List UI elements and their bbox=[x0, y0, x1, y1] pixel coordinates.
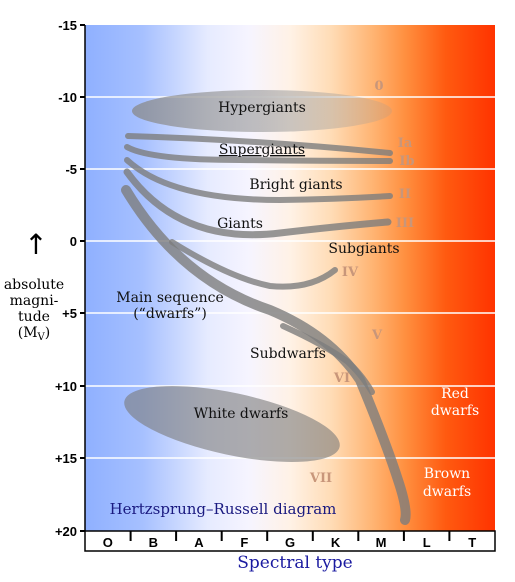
label-subdwarfs: Subdwarfs bbox=[250, 346, 326, 362]
label-giants: Giants bbox=[217, 216, 263, 232]
lum-class-0: 0 bbox=[374, 79, 383, 94]
x-axis-label: Spectral type bbox=[237, 553, 352, 573]
y-tick-label: 0 bbox=[70, 234, 77, 249]
y-tick-label: +20 bbox=[55, 524, 77, 539]
x-tick-label: O bbox=[103, 535, 113, 550]
band-ia bbox=[125, 133, 393, 156]
label-brown-dwarfs-2: dwarfs bbox=[423, 484, 471, 500]
lum-class-ib: Ib bbox=[399, 154, 414, 169]
up-arrow-icon: ↑ bbox=[24, 228, 47, 261]
x-tick-label: K bbox=[331, 535, 341, 550]
x-axis-bar bbox=[84, 530, 496, 552]
band-ib bbox=[124, 144, 393, 164]
band-iv bbox=[169, 239, 338, 290]
y-axis-label-line2: magni- bbox=[10, 293, 59, 309]
band-vi bbox=[280, 323, 375, 395]
x-tick-label: L bbox=[423, 535, 431, 550]
lum-class-iv: IV bbox=[342, 265, 359, 280]
luminosity-bands bbox=[121, 133, 411, 525]
label-bright-giants: Bright giants bbox=[249, 177, 342, 193]
lum-class-iii: III bbox=[396, 216, 414, 231]
x-tick-label: G bbox=[285, 535, 295, 550]
y-tick-label: -15 bbox=[58, 18, 77, 33]
label-main-sequence-dwarfs: (“dwarfs”) bbox=[133, 306, 207, 322]
x-tick-label: B bbox=[149, 535, 158, 550]
white-dwarfs-region bbox=[124, 386, 340, 462]
lum-class-ii: II bbox=[399, 187, 411, 202]
lum-class-vii: VII bbox=[309, 471, 332, 486]
y-tick-label: +10 bbox=[55, 379, 77, 394]
label-red-dwarfs: Red bbox=[441, 386, 469, 402]
y-axis-label-line4: (MV) bbox=[18, 325, 51, 343]
band-iii bbox=[123, 168, 392, 239]
lum-class-ia: Ia bbox=[398, 136, 413, 151]
y-axis-ticks bbox=[80, 24, 85, 532]
y-tick-label: +5 bbox=[62, 306, 77, 321]
x-axis-ticks bbox=[129, 531, 451, 541]
label-red-dwarfs-2: dwarfs bbox=[431, 403, 479, 419]
label-brown-dwarfs: Brown bbox=[424, 466, 470, 482]
band-ii bbox=[124, 157, 393, 204]
y-axis-label-line1: absolute bbox=[4, 277, 64, 293]
x-tick-label: M bbox=[376, 535, 387, 550]
diagram-title: Hertzsprung–Russell diagram bbox=[110, 500, 337, 518]
x-tick-label: T bbox=[468, 535, 476, 550]
hypergiants-region bbox=[132, 90, 392, 132]
y-axis-label-line3: tude bbox=[18, 309, 50, 325]
label-hypergiants: Hypergiants bbox=[218, 100, 306, 116]
y-tick-label: -10 bbox=[58, 90, 77, 105]
lum-class-vi: VI bbox=[333, 371, 350, 386]
label-supergiants: Supergiants bbox=[219, 142, 305, 158]
x-tick-label: A bbox=[194, 535, 204, 550]
label-subgiants: Subgiants bbox=[328, 241, 399, 257]
y-tick-label: +15 bbox=[55, 451, 77, 466]
label-main-sequence: Main sequence bbox=[116, 290, 224, 306]
y-tick-label: -5 bbox=[65, 162, 77, 177]
lum-class-v: V bbox=[371, 328, 383, 343]
x-tick-label: F bbox=[240, 535, 248, 550]
label-white-dwarfs: White dwarfs bbox=[194, 406, 289, 422]
